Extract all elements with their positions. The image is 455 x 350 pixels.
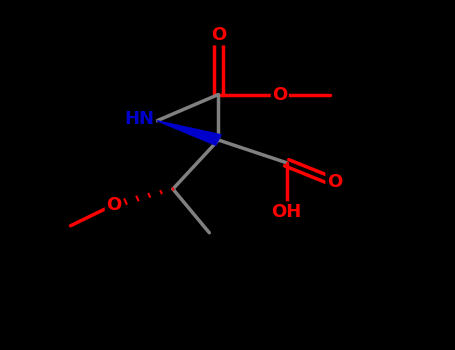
Polygon shape — [157, 121, 221, 145]
Text: O: O — [272, 85, 288, 104]
Text: O: O — [211, 26, 226, 44]
Text: O: O — [106, 196, 121, 214]
Text: OH: OH — [272, 203, 302, 221]
Text: O: O — [327, 173, 342, 191]
Text: HN: HN — [125, 110, 155, 128]
